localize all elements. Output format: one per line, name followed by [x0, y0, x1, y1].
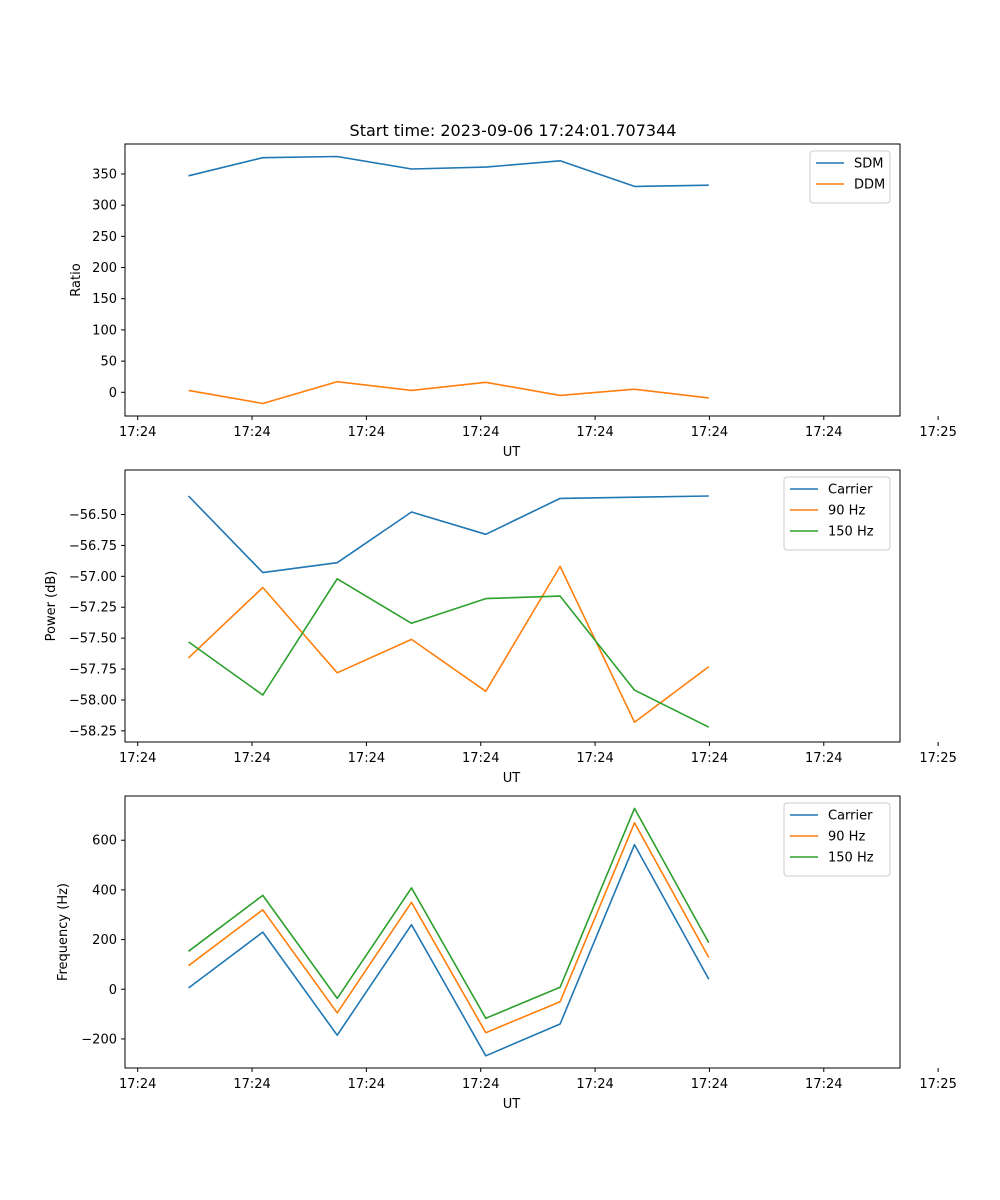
- x-tick-label: 17:24: [119, 1077, 156, 1092]
- power-x-axis-label: UT: [503, 771, 521, 786]
- series-line-150-hz: [188, 807, 710, 1020]
- legend-label: SDM: [854, 157, 883, 172]
- legend-label: DDM: [854, 178, 885, 193]
- x-tick-label: 17:24: [233, 425, 270, 440]
- y-tick-label: 300: [92, 199, 117, 214]
- y-tick-label: 600: [92, 834, 117, 849]
- y-tick-label: −57.25: [69, 601, 117, 616]
- x-tick-label: 17:24: [348, 425, 385, 440]
- x-tick-label: 17:24: [576, 425, 613, 440]
- x-tick-label: 17:24: [348, 751, 385, 766]
- y-tick-label: −57.75: [69, 663, 117, 678]
- y-tick-label: 50: [100, 355, 117, 370]
- legend-label: 90 Hz: [828, 504, 865, 519]
- ratio-y-axis-label: Ratio: [69, 263, 84, 296]
- y-tick-label: 100: [92, 323, 117, 338]
- y-tick-label: −57.00: [69, 570, 117, 585]
- ratio-legend: SDM DDM: [809, 150, 891, 204]
- axes-frame: [124, 795, 901, 1069]
- power-y-axis-label: Power (dB): [44, 571, 59, 642]
- series-line-sdm: [188, 155, 709, 188]
- axes-frame: [124, 143, 901, 417]
- x-tick-label: 17:24: [119, 425, 156, 440]
- y-tick-label: 350: [92, 167, 117, 182]
- y-tick-label: −56.50: [69, 508, 117, 523]
- x-tick-label: 17:24: [576, 751, 613, 766]
- frequency-y-axis-label: Frequency (Hz): [56, 883, 71, 981]
- x-tick-label: 17:24: [805, 425, 842, 440]
- y-tick-label: −57.50: [69, 632, 117, 647]
- chart-title: Start time: 2023-09-06 17:24:01.707344: [350, 121, 677, 140]
- frequency-legend: Carrier 90 Hz 150 Hz: [783, 802, 891, 877]
- power-panel: 17:24 17:24 17:24 17:24 17:24 17:24 17:24 17:25…: [44, 469, 957, 786]
- legend-box: [809, 150, 891, 204]
- series-line-150-hz: [188, 577, 710, 728]
- ratio-x-axis-label: UT: [503, 445, 521, 460]
- y-tick-label: 200: [92, 261, 117, 276]
- x-tick-label: 17:25: [919, 1077, 956, 1092]
- y-tick-label: −56.75: [69, 539, 117, 554]
- series-line-carrier: [187, 495, 709, 574]
- x-tick-label: 17:24: [462, 425, 499, 440]
- x-tick-label: 17:24: [233, 1077, 270, 1092]
- y-tick-label: −58.00: [69, 693, 117, 708]
- series-line-ddm: [188, 380, 709, 405]
- x-tick-label: 17:25: [919, 751, 956, 766]
- legend-label: 150 Hz: [828, 851, 874, 866]
- x-tick-label: 17:24: [805, 751, 842, 766]
- frequency-panel: 17:24 17:24 17:24 17:24 17:24 17:24 17:24 17:25…: [56, 795, 957, 1112]
- series-line-90-hz: [188, 821, 710, 1034]
- y-tick-label: 150: [92, 292, 117, 307]
- y-tick-label: 0: [109, 386, 117, 401]
- x-tick-label: 17:24: [805, 1077, 842, 1092]
- x-tick-label: 17:24: [691, 1077, 728, 1092]
- legend-label: Carrier: [828, 809, 873, 824]
- x-tick-label: 17:24: [462, 751, 499, 766]
- x-tick-label: 17:24: [119, 751, 156, 766]
- x-tick-label: 17:24: [233, 751, 270, 766]
- y-tick-label: −200: [81, 1032, 117, 1047]
- legend-label: 90 Hz: [828, 830, 865, 845]
- y-tick-label: −58.25: [69, 724, 117, 739]
- x-tick-label: 17:25: [919, 425, 956, 440]
- series-line-90-hz: [187, 565, 710, 724]
- legend-label: Carrier: [828, 483, 873, 498]
- x-tick-label: 17:24: [348, 1077, 385, 1092]
- axes-frame: [124, 469, 901, 743]
- y-tick-label: 200: [92, 933, 117, 948]
- x-tick-label: 17:24: [691, 751, 728, 766]
- frequency-x-axis-label: UT: [503, 1097, 521, 1112]
- x-tick-label: 17:24: [691, 425, 728, 440]
- power-legend: Carrier 90 Hz 150 Hz: [783, 476, 891, 551]
- y-tick-label: 400: [92, 883, 117, 898]
- x-tick-label: 17:24: [576, 1077, 613, 1092]
- x-tick-label: 17:24: [462, 1077, 499, 1092]
- ratio-panel: 17:24 17:24 17:24 17:24 17:24 17:24 17:24 17:25…: [69, 143, 957, 460]
- y-tick-label: 250: [92, 230, 117, 245]
- series-line-carrier: [188, 843, 710, 1057]
- legend-label: 150 Hz: [828, 525, 874, 540]
- y-tick-label: 0: [109, 983, 117, 998]
